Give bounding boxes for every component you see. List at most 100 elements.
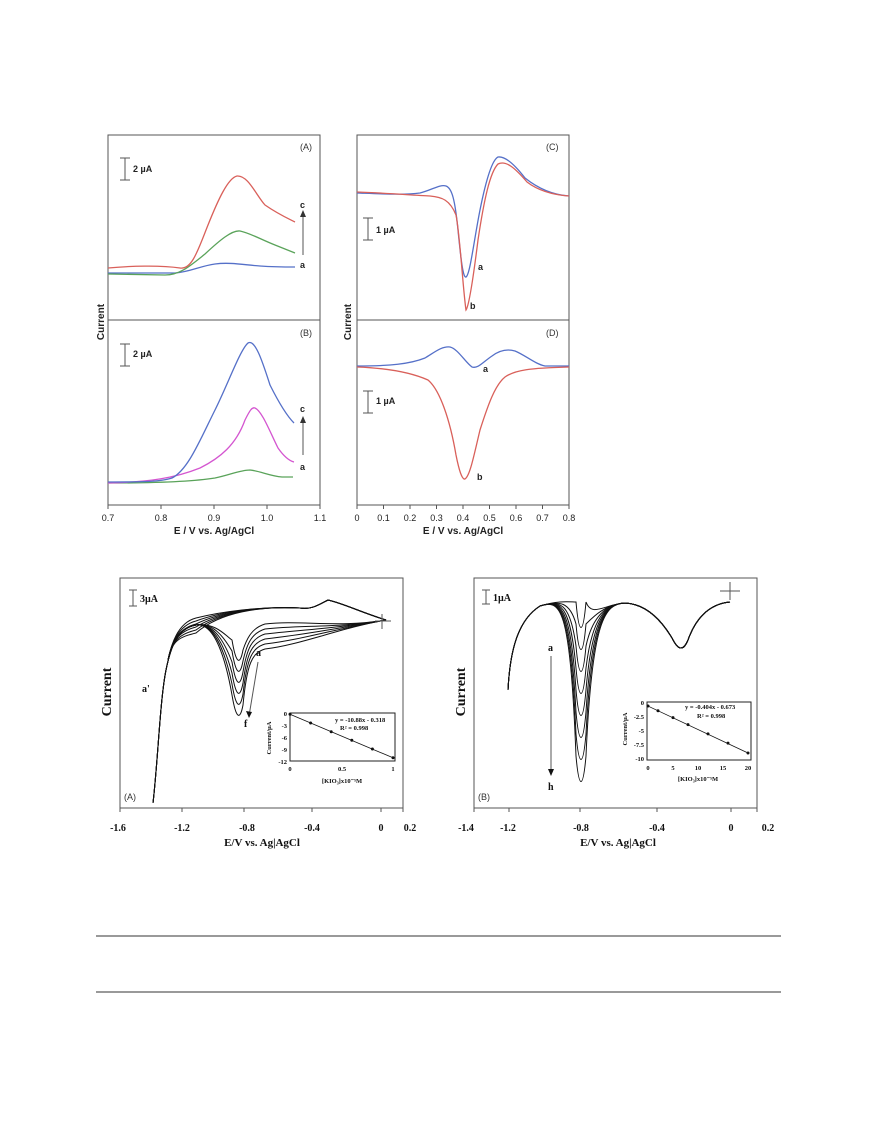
series-B-b xyxy=(107,407,295,484)
xtick-bl-3: -0.4 xyxy=(304,823,320,834)
inset-A-ytick-4: -12 xyxy=(278,759,287,766)
xtick-br-2: -0.8 xyxy=(573,823,589,834)
inset-B-ytick-2: -5 xyxy=(639,728,645,735)
inset-A-xtick-2: 1 xyxy=(391,766,394,773)
panel-CD-frame xyxy=(356,134,570,506)
scalebar-C-label: 1 µA xyxy=(376,225,396,235)
inset-B-point-3 xyxy=(686,723,690,727)
xticks-left xyxy=(107,505,321,509)
inset-B-r2: R² = 0.998 xyxy=(697,713,726,720)
series-D-label-a: a xyxy=(483,364,489,374)
ylabel-top-left: Current xyxy=(96,303,107,340)
xtick-right-2: 0.2 xyxy=(404,513,417,523)
panel-A-label: (A) xyxy=(300,142,312,152)
inset-A-point-5 xyxy=(391,756,395,760)
xtick-br-5: 0.2 xyxy=(762,823,775,834)
inset-B-point-5 xyxy=(726,741,730,745)
inset-A-fit-line xyxy=(289,713,394,759)
scalebar-B xyxy=(120,343,130,367)
dpv-curve-6 xyxy=(507,601,731,760)
panel-bottom-left-label: (A) xyxy=(124,792,136,802)
panel-C-label: (C) xyxy=(546,142,559,152)
xtick-left-4: 1.1 xyxy=(314,513,327,523)
cv-curve-3 xyxy=(152,599,387,804)
cv-curve-2 xyxy=(152,599,387,804)
series-B-label-top: c xyxy=(300,404,305,414)
scalebar-bottom-left-label: 3µA xyxy=(140,594,159,605)
xtick-bl-0: -1.6 xyxy=(110,823,126,834)
inset-B-xtick-4: 20 xyxy=(745,765,752,772)
inset-A-point-3 xyxy=(350,738,354,742)
series-C-label-b: b xyxy=(470,301,476,311)
series-A-a xyxy=(108,262,296,274)
dpv-curve-7 xyxy=(507,601,731,782)
ylabel-bottom-left: Current xyxy=(100,667,115,716)
series-C-b xyxy=(356,162,570,312)
inset-A-point-0 xyxy=(288,712,292,716)
scalebar-B-label: 2 µA xyxy=(133,349,153,359)
xtick-left-3: 1.0 xyxy=(261,513,274,523)
series-A-label-top: c xyxy=(300,200,305,210)
inset-A-xtick-1: 0.5 xyxy=(338,766,347,773)
cv-label-a: a xyxy=(256,648,261,659)
xlabel-bottom-right: E/V vs. Ag|AgCl xyxy=(580,837,656,849)
series-A-label-bottom: a xyxy=(300,260,306,270)
dpv-curve-0 xyxy=(507,601,731,691)
scalebar-bottom-right-label: 1µA xyxy=(493,593,512,604)
inset-A-ytick-2: -6 xyxy=(282,735,288,742)
cv-arrow xyxy=(246,661,259,718)
inset-A-point-1 xyxy=(309,721,313,725)
xtick-bl-4: 0 xyxy=(379,823,384,834)
xtick-br-0: -1.4 xyxy=(458,823,474,834)
scalebar-bottom-right xyxy=(482,589,490,605)
xtick-right-8: 0.8 xyxy=(563,513,576,523)
inset-A-r2: R² = 0.998 xyxy=(340,725,369,732)
xtick-right-4: 0.4 xyxy=(457,513,470,523)
scalebar-A-label: 2 µA xyxy=(133,164,153,174)
inset-B-equation: y = -0.404x - 0.673 xyxy=(685,704,736,711)
xtick-right-6: 0.6 xyxy=(510,513,523,523)
inset-B-xlabel: [KIO₃]x10⁻⁵M xyxy=(678,776,718,783)
inset-A-xtick-0: 0 xyxy=(288,766,291,773)
xticks-bottom-left xyxy=(119,808,404,812)
inset-A-ylabel: Current/µA xyxy=(266,721,273,754)
panel-bottom-right-label: (B) xyxy=(478,792,490,802)
inset-B-ylabel: Current/µA xyxy=(622,712,629,745)
dpv-label-a: a xyxy=(548,643,553,654)
inset-B-fit-line xyxy=(647,705,749,754)
inset-A-plot xyxy=(288,712,395,760)
dpv-curve-1 xyxy=(507,601,731,691)
xlabel-top-left: E / V vs. Ag/AgCl xyxy=(174,526,254,537)
panel-D-label: (D) xyxy=(546,328,559,338)
inset-A-xlabel: [KIO₃]x10⁻⁵M xyxy=(322,778,362,785)
panel-bottom-right-frame xyxy=(473,577,758,809)
inset-A-equation: y = -10.88x - 0.318 xyxy=(335,717,386,724)
cv-curve-5 xyxy=(152,599,387,804)
inset-B-point-1 xyxy=(656,709,660,713)
inset-B-point-4 xyxy=(706,732,710,736)
cv-label-a-prime: a' xyxy=(142,684,150,695)
xtick-left-0: 0.7 xyxy=(102,513,115,523)
arrow-B xyxy=(300,416,306,455)
scalebar-A xyxy=(120,157,130,181)
inset-B-xtick-0: 0 xyxy=(646,765,649,772)
scalebar-C xyxy=(363,217,373,241)
xtick-right-0: 0 xyxy=(354,513,359,523)
xticks-bottom-right xyxy=(473,808,758,812)
series-C-a xyxy=(356,156,570,278)
xtick-bl-5: 0.2 xyxy=(404,823,417,834)
xtick-right-5: 0.5 xyxy=(483,513,496,523)
xtick-right-3: 0.3 xyxy=(430,513,443,523)
series-A-b xyxy=(107,230,296,276)
xlabel-top-right: E / V vs. Ag/AgCl xyxy=(423,526,503,537)
inset-A-point-4 xyxy=(370,747,374,751)
series-B-a xyxy=(107,469,293,484)
inset-B-xtick-3: 15 xyxy=(720,765,727,772)
inset-A-ytick-3: -9 xyxy=(282,747,288,754)
cv-label-f: f xyxy=(244,719,248,730)
xtick-br-3: -0.4 xyxy=(649,823,665,834)
scalebar-D xyxy=(363,390,373,414)
inset-A-point-2 xyxy=(329,730,333,734)
inset-B-plot xyxy=(646,704,750,755)
inset-B-point-0 xyxy=(646,704,650,708)
